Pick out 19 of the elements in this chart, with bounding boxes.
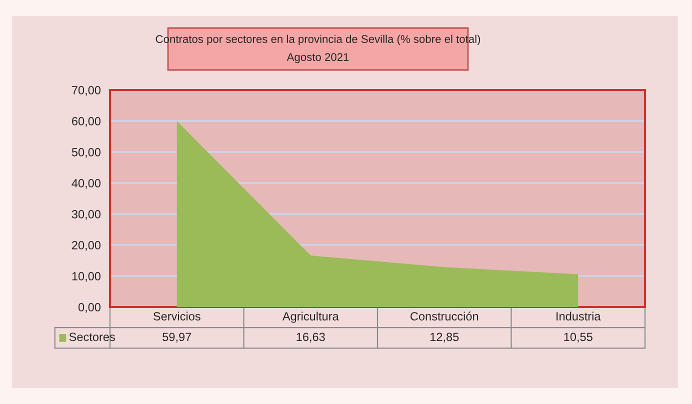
y-tick-label: 60,00 [72, 117, 101, 127]
y-tick-label: 70,00 [72, 86, 101, 96]
data-label: 16,63 [296, 332, 325, 342]
x-tick-label: Industria [556, 312, 601, 320]
y-tick-label: 10,00 [72, 272, 101, 282]
y-tick-label: 0,00 [78, 303, 101, 313]
y-tick-label: 30,00 [72, 210, 101, 220]
chart-title: Contratos por sectores en la provincia de Sevilla (% sobre el total) [156, 34, 480, 46]
x-tick-label: Servicios [153, 312, 200, 320]
x-tick-label: Agricultura [282, 312, 339, 323]
data-label: 10,55 [564, 332, 592, 342]
y-tick-label: 20,00 [72, 241, 101, 251]
y-tick-label: 50,00 [72, 148, 101, 158]
y-tick-label: 40,00 [72, 179, 101, 189]
data-label: 59,97 [162, 332, 192, 342]
data-label: 12,85 [430, 332, 459, 342]
chart-subtitle: Agosto 2021 [286, 53, 349, 64]
x-tick-label: Construcción [410, 312, 478, 320]
legend-label: Sectores [69, 332, 115, 342]
